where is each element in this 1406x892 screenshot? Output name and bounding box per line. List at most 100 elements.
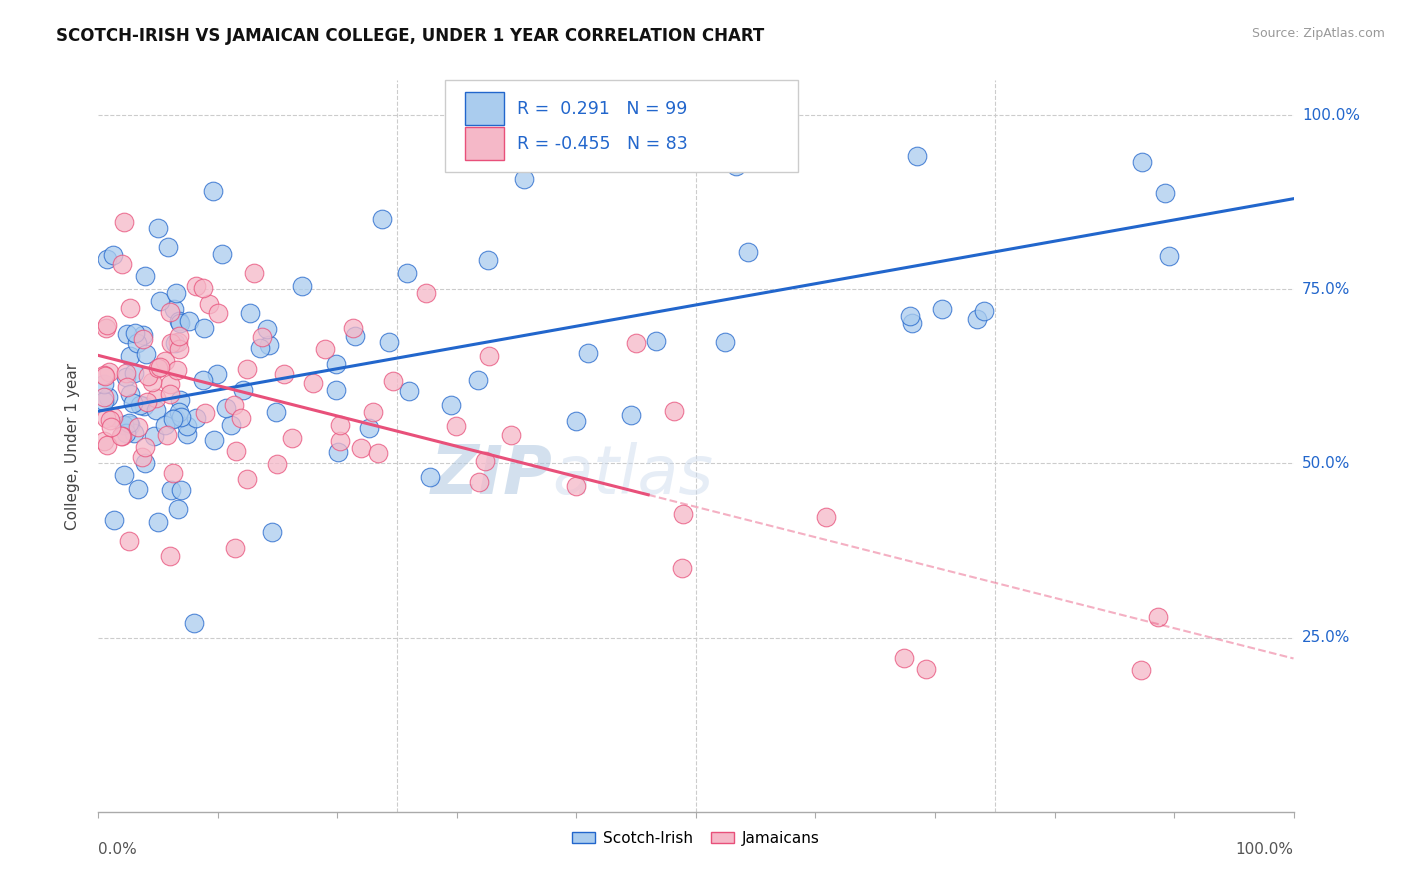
Point [239,305,262,319]
Point [165,285,187,300]
Point [367,446,389,460]
Point [184,411,207,425]
Point [478,349,501,363]
Point [973,304,995,318]
Point [136,369,159,384]
Text: R = -0.455   N = 83: R = -0.455 N = 83 [517,135,688,153]
Point [169,405,191,419]
Point [898,309,921,323]
Point [103,513,125,527]
Text: Source: ZipAtlas.com: Source: ZipAtlas.com [1251,27,1385,40]
Point [624,336,647,351]
Point [115,426,138,441]
Point [169,392,191,407]
Point [149,293,172,308]
Point [361,405,384,419]
Point [202,433,225,447]
Point [467,373,489,387]
Point [1130,663,1153,677]
Text: SCOTCH-IRISH VS JAMAICAN COLLEGE, UNDER 1 YEAR CORRELATION CHART: SCOTCH-IRISH VS JAMAICAN COLLEGE, UNDER … [56,27,765,45]
Point [159,387,181,401]
Text: 50.0%: 50.0% [1302,456,1350,471]
Point [419,469,441,483]
Point [444,419,467,434]
Point [167,329,190,343]
Point [377,335,399,350]
Point [183,615,205,630]
Point [148,220,170,235]
Point [115,367,138,381]
Point [236,472,259,486]
Text: 25.0%: 25.0% [1302,630,1350,645]
Point [159,377,181,392]
Point [342,320,364,334]
Point [94,411,117,425]
Point [122,426,145,441]
Point [1130,154,1153,169]
Point [131,450,153,464]
Point [162,412,184,426]
FancyBboxPatch shape [446,80,797,171]
Y-axis label: College, Under 1 year: College, Under 1 year [65,362,80,530]
Point [260,524,283,539]
Point [160,483,183,497]
Point [359,421,381,435]
Text: 100.0%: 100.0% [1302,108,1360,122]
Point [302,376,325,391]
Point [96,252,118,267]
Point [153,354,176,368]
Point [931,301,953,316]
Point [118,350,141,364]
Point [145,403,167,417]
Point [118,418,141,433]
Point [163,301,186,316]
Point [159,304,181,318]
Text: R =  0.291   N = 99: R = 0.291 N = 99 [517,100,688,118]
Point [1147,610,1170,624]
Point [371,211,394,226]
Point [281,431,304,445]
Point [225,443,247,458]
Point [815,510,838,524]
Point [96,318,118,333]
Point [127,336,149,351]
Point [415,285,437,300]
Point [136,395,159,409]
Point [619,409,641,423]
Text: ZIP: ZIP [430,442,553,508]
Point [468,475,491,490]
Point [93,368,115,382]
Point [146,515,169,529]
Point [98,365,121,379]
Point [96,321,118,335]
Point [193,321,215,335]
Point [207,306,229,320]
FancyBboxPatch shape [465,93,503,125]
Point [193,281,215,295]
Point [176,419,198,434]
Point [157,240,180,254]
Point [325,384,347,398]
Point [474,454,496,468]
Point [222,399,245,413]
Point [167,501,190,516]
Point [202,184,225,198]
Point [112,418,135,433]
Point [142,429,165,443]
Point [134,456,156,470]
Point [124,326,146,341]
Point [94,368,117,383]
Point [737,244,759,259]
Point [132,327,155,342]
Point [565,414,588,428]
Point [176,426,198,441]
Point [671,561,693,575]
Point [115,380,138,394]
Point [177,314,200,328]
Point [141,375,163,389]
Text: 0.0%: 0.0% [98,842,138,857]
Point [249,341,271,355]
Text: 100.0%: 100.0% [1236,842,1294,857]
Point [169,409,191,424]
Point [243,266,266,280]
